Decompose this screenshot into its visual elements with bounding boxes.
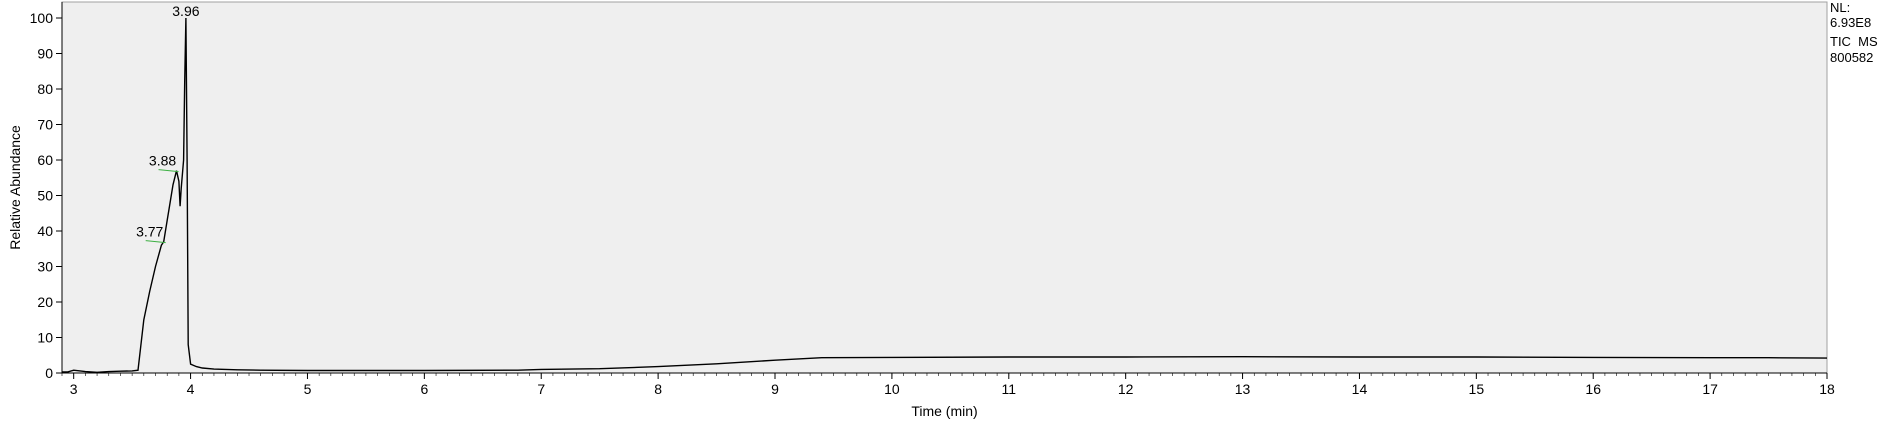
x-tick-label: 13	[1235, 381, 1251, 397]
x-axis-title: Time (min)	[911, 403, 977, 419]
scan-filter-label: TIC MS	[1830, 34, 1878, 49]
x-axis-ticks: 3 4 5 6 7 8 9 10 11 12 13 14 15 16 17 18	[61, 373, 1835, 397]
y-tick-label: 80	[37, 81, 53, 97]
y-tick-label: 70	[37, 117, 53, 133]
y-tick-label: 50	[37, 188, 53, 204]
x-tick-label: 9	[771, 381, 779, 397]
y-tick-label: 0	[45, 365, 53, 381]
x-tick-label: 10	[884, 381, 900, 397]
normalization-level-label: NL:	[1830, 0, 1851, 15]
x-tick-label: 3	[70, 381, 78, 397]
sample-id: 800582	[1830, 50, 1874, 65]
x-tick-label: 18	[1819, 381, 1835, 397]
tic-trace-line	[62, 17, 1828, 374]
y-tick-label: 90	[37, 46, 53, 62]
x-tick-label: 16	[1585, 381, 1601, 397]
peak-label: 3.96	[172, 3, 199, 19]
x-tick-label: 6	[420, 381, 428, 397]
y-tick-label: 20	[37, 294, 53, 310]
x-tick-label: 15	[1469, 381, 1485, 397]
peak-marker	[145, 240, 166, 244]
y-axis-ticks: 0 10 20 30 40 50 60 70 80 90 100	[30, 10, 62, 381]
x-tick-label: 8	[654, 381, 662, 397]
peak-marker	[158, 169, 179, 173]
y-tick-label: 40	[37, 223, 53, 239]
y-axis-title: Relative Abundance	[7, 125, 23, 250]
normalization-level-value: 6.93E8	[1830, 15, 1872, 30]
peak-labels: 3.96 3.88 3.77	[136, 3, 200, 244]
y-tick-label: 10	[37, 330, 53, 346]
peak-label: 3.88	[149, 153, 176, 169]
plot-area	[61, 1, 1828, 374]
x-tick-label: 7	[537, 381, 545, 397]
x-tick-label: 4	[187, 381, 195, 397]
x-tick-label: 17	[1702, 381, 1718, 397]
x-tick-label: 14	[1352, 381, 1368, 397]
y-tick-label: 100	[30, 10, 54, 26]
x-tick-label: 5	[304, 381, 312, 397]
peak-label: 3.77	[136, 224, 163, 240]
y-tick-label: 30	[37, 259, 53, 275]
x-tick-label: 11	[1002, 381, 1017, 397]
x-tick-label: 12	[1118, 381, 1134, 397]
y-tick-label: 60	[37, 152, 53, 168]
